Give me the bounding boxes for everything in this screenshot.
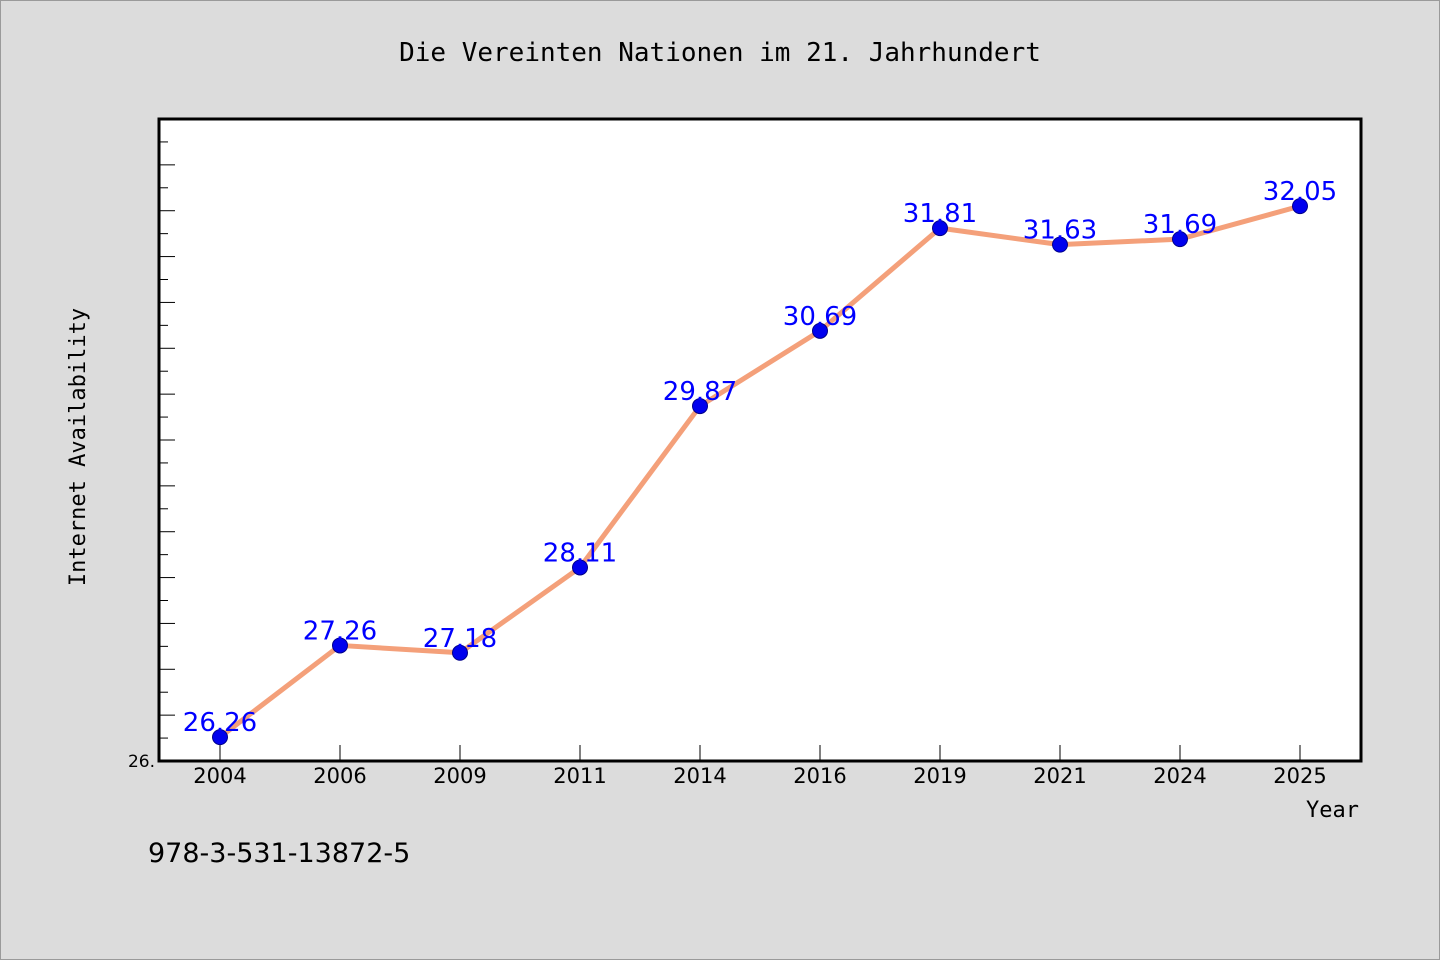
x-tick-labels: 2004 2006 2009 2011 2014 2016 2019 2021 2024 2025 xyxy=(193,764,1326,788)
x-tick-label: 2025 xyxy=(1273,764,1326,788)
data-point xyxy=(692,398,708,415)
y-tick-label: 26. xyxy=(128,752,155,772)
x-tick-label: 2016 xyxy=(793,764,846,788)
plot-area xyxy=(157,117,1363,763)
x-tick-label: 2011 xyxy=(553,764,606,788)
x-axis-label: Year xyxy=(1306,798,1359,823)
data-label: 28.11 xyxy=(543,538,617,568)
data-label: 27.26 xyxy=(303,616,377,646)
data-point xyxy=(452,644,468,661)
data-label: 26.26 xyxy=(183,708,257,738)
chart-title: Die Vereinten Nationen im 21. Jahrhunder… xyxy=(399,38,1041,68)
data-label: 29.87 xyxy=(663,377,737,407)
x-tick-label: 2009 xyxy=(433,764,486,788)
data-label: 31.81 xyxy=(903,199,977,229)
data-point xyxy=(1172,231,1188,248)
data-point xyxy=(932,220,948,237)
y-axis-label: Internet Availability xyxy=(66,308,91,586)
data-label: 31.69 xyxy=(1143,210,1217,240)
data-point xyxy=(572,559,588,576)
data-label: 32.05 xyxy=(1263,177,1337,207)
data-point xyxy=(1052,236,1068,253)
series-line xyxy=(217,203,1303,740)
data-labels: 26.26 27.26 27.18 28.11 29.87 30.69 31.81 31.63… xyxy=(183,177,1337,738)
data-label: 27.18 xyxy=(423,624,497,654)
x-axis-ticks xyxy=(219,745,1301,761)
x-tick-label: 2006 xyxy=(313,764,366,788)
x-tick-label: 2024 xyxy=(1153,764,1206,788)
data-point xyxy=(212,729,228,746)
x-tick-label: 2021 xyxy=(1033,764,1086,788)
x-tick-label: 2019 xyxy=(913,764,966,788)
data-point xyxy=(1292,198,1308,215)
data-label: 30.69 xyxy=(783,302,857,332)
x-tick-label: 2004 xyxy=(193,764,246,788)
series-markers xyxy=(212,198,1308,746)
x-tick-label: 2014 xyxy=(673,764,726,788)
isbn-text: 978-3-531-13872-5 xyxy=(148,838,410,869)
data-point xyxy=(332,637,348,654)
data-point xyxy=(812,322,828,339)
data-label: 31.63 xyxy=(1023,216,1097,246)
y-axis-ticks xyxy=(159,118,175,762)
